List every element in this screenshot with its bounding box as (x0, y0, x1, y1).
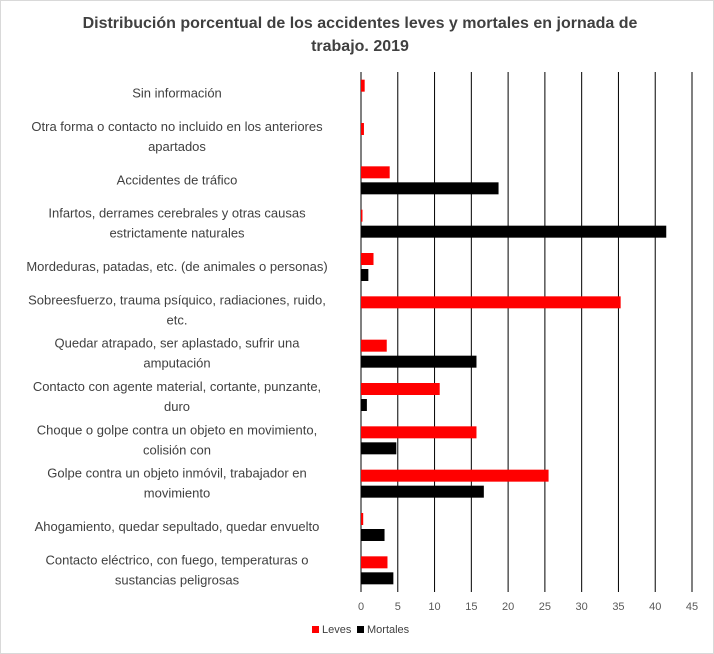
bar-leves (361, 123, 364, 135)
bar-leves (361, 209, 363, 222)
bar-mortales (361, 572, 394, 585)
category-label: apartados (148, 139, 206, 154)
bar-mortales (361, 399, 367, 411)
bar-leves (361, 253, 374, 265)
x-tick-label: 25 (539, 601, 551, 613)
x-tick-label: 35 (612, 601, 624, 613)
x-tick-label: 5 (395, 601, 401, 613)
bar-mortales (361, 182, 499, 195)
bar-leves (361, 79, 365, 92)
bar-mortales (361, 225, 667, 238)
category-label: sustancias peligrosas (115, 572, 240, 587)
bar-leves (361, 469, 549, 482)
category-label: Quedar atrapado, ser aplastado, sufrir u… (55, 336, 301, 351)
category-label: Ahogamiento, quedar sepultado, quedar en… (35, 519, 320, 534)
x-tick-label: 40 (649, 601, 661, 613)
legend-label-mortales: Mortales (367, 624, 410, 636)
category-label: Choque o golpe contra un objeto en movim… (37, 422, 317, 437)
bar-mortales (361, 529, 385, 541)
bar-leves (361, 166, 390, 179)
category-label: Infartos, derrames cerebrales y otras ca… (48, 206, 306, 221)
bar-leves (361, 339, 387, 352)
category-label: estrictamente naturales (109, 226, 245, 241)
category-label: etc. (167, 312, 188, 327)
legend-swatch-leves (312, 626, 319, 633)
bar-leves (361, 556, 388, 569)
category-label: Sin información (132, 86, 222, 101)
legend-label-leves: Leves (322, 624, 352, 636)
category-label: colisión con (143, 442, 211, 457)
bar-leves (361, 296, 621, 309)
category-label: Accidentes de tráfico (117, 172, 238, 187)
category-label: Contacto con agente material, cortante, … (33, 379, 321, 394)
bar-mortales (361, 269, 369, 281)
bar-mortales (361, 355, 477, 368)
category-label: amputación (143, 356, 210, 371)
bar-mortales (361, 485, 484, 498)
x-tick-label: 15 (465, 601, 477, 613)
bar-leves (361, 513, 364, 525)
category-label: Mordeduras, patadas, etc. (de animales o… (26, 259, 327, 274)
x-tick-label: 45 (686, 601, 698, 613)
x-tick-label: 30 (576, 601, 588, 613)
chart-title: Distribución porcentual de los accidente… (82, 15, 638, 55)
category-label: duro (164, 399, 190, 414)
x-tick-label: 20 (502, 601, 514, 613)
x-tick-label: 10 (428, 601, 440, 613)
category-label: movimiento (144, 486, 210, 501)
legend-swatch-mortales (357, 626, 364, 633)
bar-mortales (361, 442, 397, 455)
category-label: Contacto eléctrico, con fuego, temperatu… (45, 552, 308, 567)
category-label: Otra forma o contacto no incluido en los… (31, 119, 323, 134)
category-label: Golpe contra un objeto inmóvil, trabajad… (47, 466, 306, 481)
bar-leves (361, 383, 440, 395)
category-label: Sobreesfuerzo, trauma psíquico, radiacio… (28, 292, 326, 307)
x-tick-label: 0 (358, 601, 364, 613)
bar-leves (361, 426, 477, 439)
